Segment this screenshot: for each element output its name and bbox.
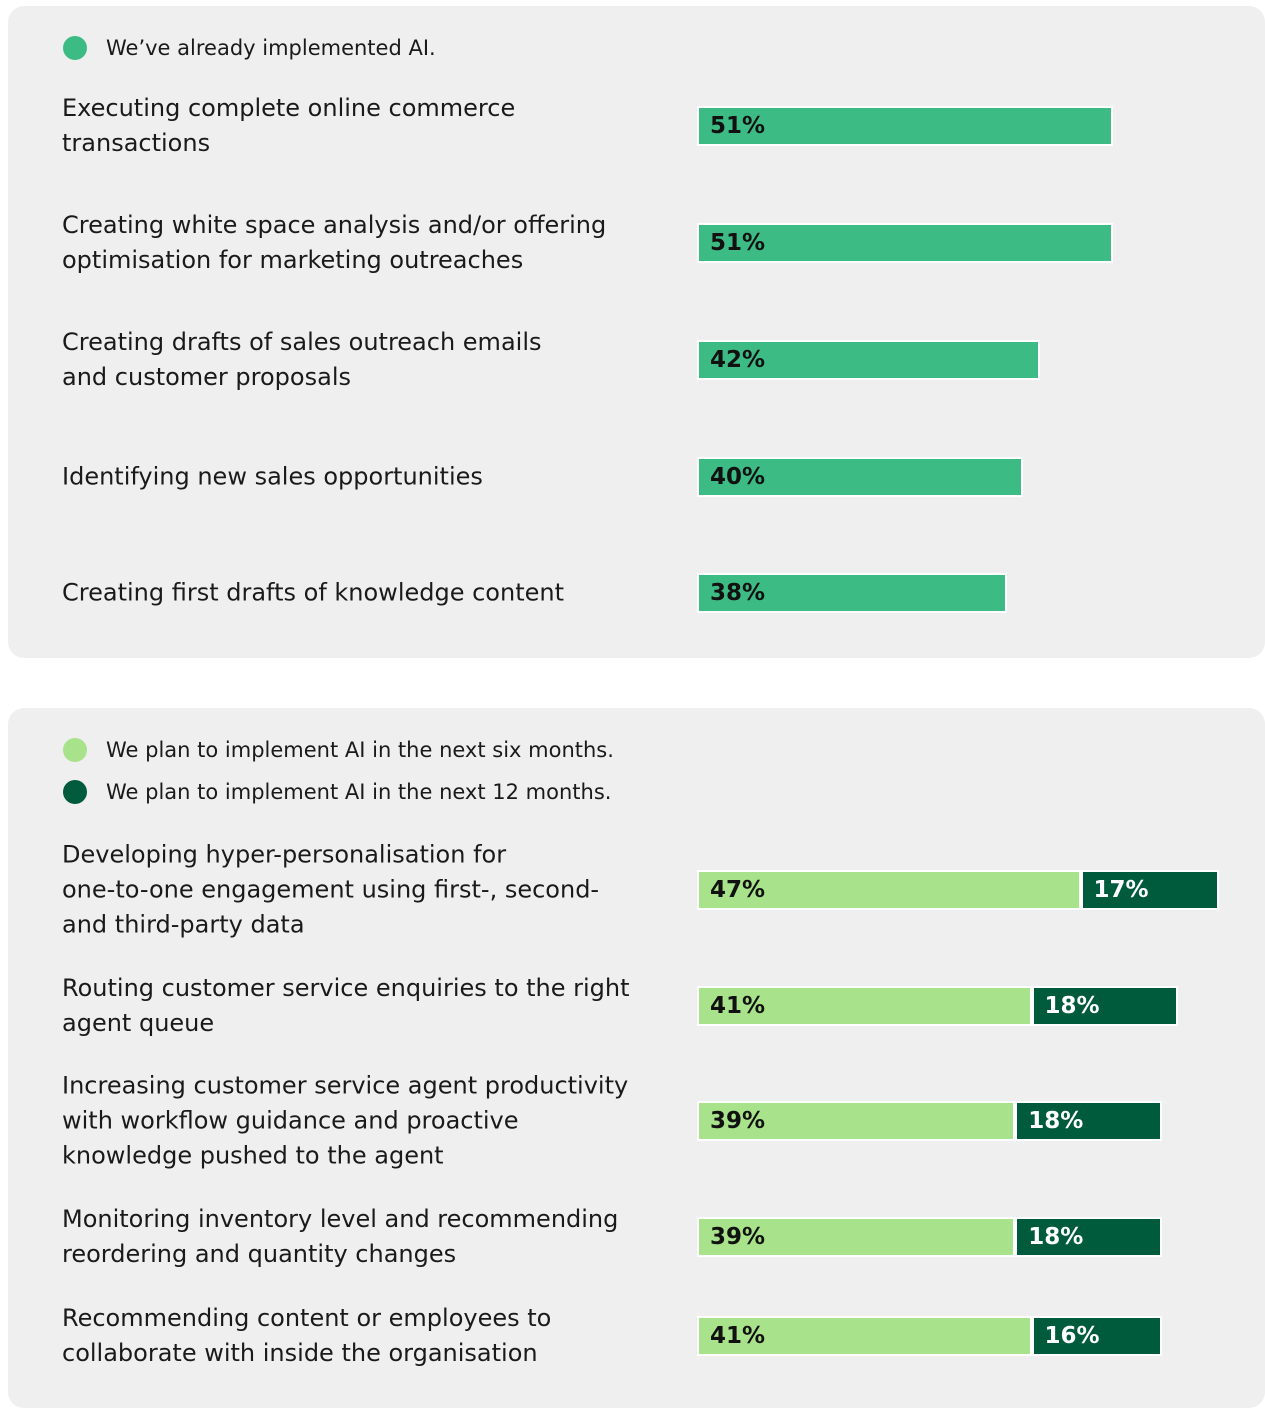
value-label: 39% — [710, 1224, 766, 1250]
value-label: 40% — [710, 464, 766, 490]
value-label: 18% — [1028, 1224, 1084, 1250]
bar — [697, 1101, 1016, 1141]
category-label: Routing customer service enquiries to th… — [62, 974, 630, 1037]
category-label: Increasing customer service agent produc… — [62, 1071, 629, 1170]
bar — [697, 870, 1081, 910]
bar — [697, 573, 1008, 613]
value-label: 16% — [1044, 1323, 1100, 1349]
category-label: Creating white space analysis and/or off… — [62, 211, 607, 274]
bar — [697, 106, 1114, 146]
legend-label: We plan to implement AI in the next 12 m… — [106, 780, 612, 804]
bar — [697, 340, 1040, 380]
value-label: 18% — [1028, 1108, 1084, 1134]
bar — [697, 1217, 1016, 1257]
bar — [1015, 1101, 1163, 1141]
value-label: 38% — [710, 580, 766, 606]
bar — [1031, 1316, 1163, 1356]
category-label: Identifying new sales opportunities — [62, 462, 483, 491]
category-label: Recommending content or employees to col… — [62, 1304, 552, 1367]
value-label: 18% — [1044, 993, 1100, 1019]
legend-dot — [63, 780, 87, 804]
category-label: Executing complete online commerce trans… — [62, 94, 516, 157]
legend-label: We plan to implement AI in the next six … — [106, 738, 614, 762]
value-label: 41% — [710, 993, 766, 1019]
value-label: 47% — [710, 877, 766, 903]
panel-planned — [8, 708, 1265, 1408]
value-label: 51% — [710, 230, 766, 256]
bar — [697, 1316, 1032, 1356]
legend-dot — [63, 738, 87, 762]
value-label: 41% — [710, 1323, 766, 1349]
value-label: 17% — [1093, 877, 1149, 903]
bar — [697, 457, 1024, 497]
bar — [1031, 986, 1179, 1026]
value-label: 39% — [710, 1108, 766, 1134]
bar — [697, 986, 1032, 1026]
legend-dot — [63, 36, 87, 60]
bar — [1015, 1217, 1163, 1257]
category-label: Developing hyper-personalisation for one… — [62, 840, 600, 939]
category-label: Creating drafts of sales outreach emails… — [62, 328, 542, 391]
legend-label: We’ve already implemented AI. — [106, 36, 436, 60]
value-label: 42% — [710, 347, 766, 373]
bar — [1080, 870, 1220, 910]
category-label: Monitoring inventory level and recommend… — [62, 1205, 619, 1268]
value-label: 51% — [710, 113, 766, 139]
bar — [697, 223, 1114, 263]
category-label: Creating first drafts of knowledge conte… — [62, 578, 564, 607]
